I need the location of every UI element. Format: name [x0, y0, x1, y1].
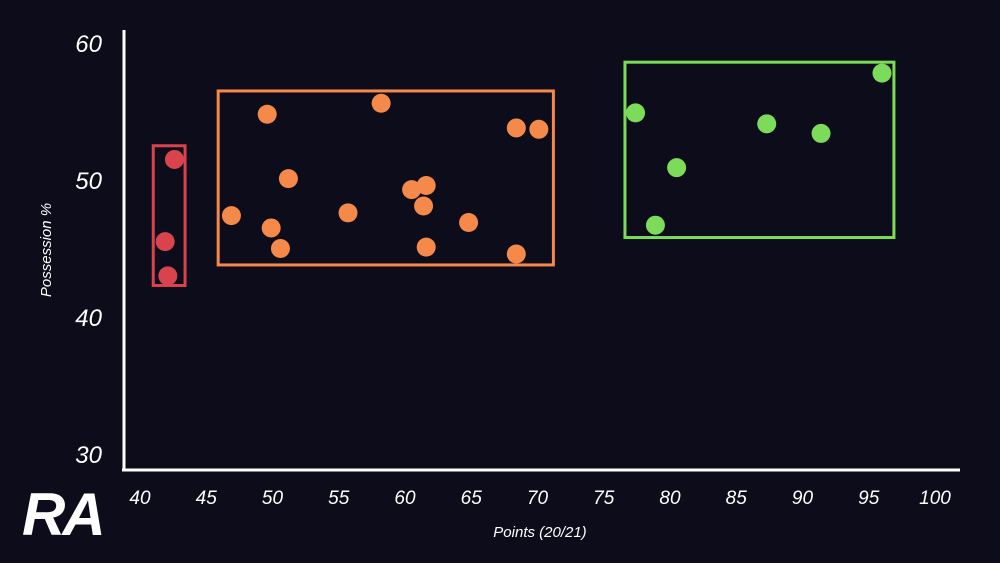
data-point [338, 203, 358, 223]
data-point [158, 266, 178, 286]
x-tick-label: 45 [196, 488, 218, 509]
x-tick-labels: 40 45 50 55 60 65 70 75 80 85 90 95 100 [129, 488, 951, 509]
x-tick-label: 65 [461, 488, 483, 509]
data-point [416, 237, 436, 257]
y-tick-label: 30 [75, 442, 102, 469]
cluster-boxes [151, 60, 896, 287]
data-point [506, 118, 526, 138]
x-tick-label: 50 [262, 488, 284, 509]
y-tick-label: 60 [75, 31, 102, 58]
cluster-box-2 [216, 89, 555, 267]
x-tick-label: 85 [726, 488, 748, 509]
x-tick-label: 90 [792, 488, 814, 509]
data-point [459, 212, 479, 232]
data-point [402, 180, 422, 200]
y-tick-labels: 30 40 50 60 [75, 31, 102, 469]
data-point [278, 169, 298, 189]
y-tick-label: 50 [75, 168, 102, 195]
data-point [371, 93, 391, 113]
x-tick-label: 55 [328, 488, 350, 509]
x-tick-label: 95 [858, 488, 880, 509]
data-point [257, 104, 277, 124]
data-point [261, 218, 281, 238]
data-point [416, 175, 436, 195]
y-axis-title: Possession % [38, 203, 55, 297]
cluster-box-1 [151, 144, 187, 287]
data-point [221, 206, 241, 226]
data-point [667, 158, 687, 178]
x-tick-label: 60 [394, 488, 416, 509]
data-point [645, 215, 665, 235]
data-point [506, 244, 526, 264]
data-point [414, 196, 434, 216]
x-tick-label: 75 [593, 488, 615, 509]
data-point [811, 123, 831, 143]
x-axis-title: Points (20/21) [493, 524, 586, 541]
data-point [757, 114, 777, 134]
data-point [270, 239, 290, 258]
x-tick-label: 40 [129, 488, 151, 509]
data-point [626, 103, 646, 123]
data-point [529, 119, 549, 139]
y-tick-label: 40 [75, 305, 102, 332]
x-tick-label: 80 [659, 488, 681, 509]
x-tick-label: 100 [919, 488, 951, 509]
data-point [872, 63, 892, 83]
data-points [155, 63, 892, 286]
data-point [164, 149, 184, 169]
data-point [155, 232, 175, 252]
x-tick-label: 70 [527, 488, 549, 509]
logo-ra: RA [22, 481, 106, 548]
cluster-box-3 [623, 60, 896, 240]
